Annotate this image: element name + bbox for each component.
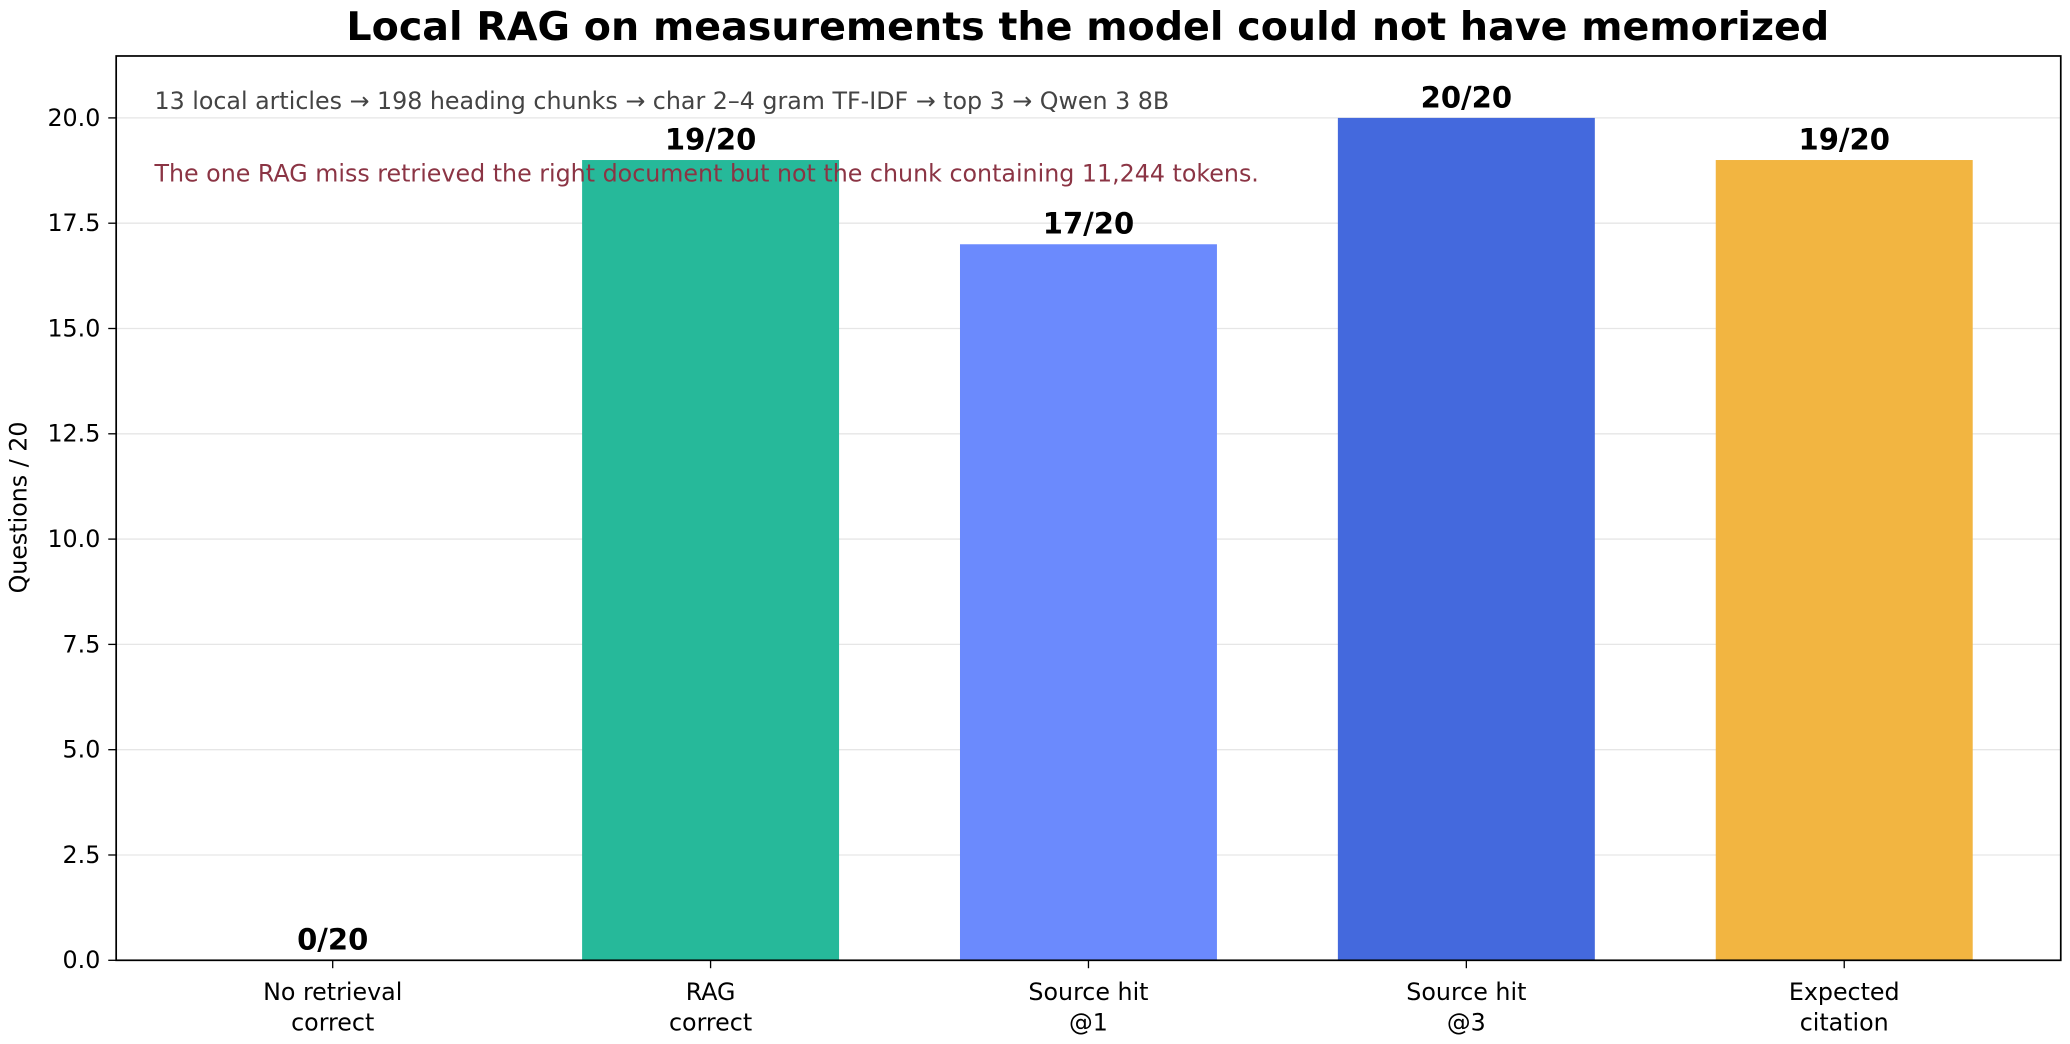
value-label: 19/20	[665, 122, 756, 156]
y-tick-label: 7.5	[63, 630, 101, 658]
x-tick-label: Source hit	[1028, 978, 1148, 1006]
value-label: 19/20	[1799, 122, 1890, 156]
y-tick-label: 10.0	[47, 525, 100, 553]
bar	[1715, 160, 1973, 961]
value-label: 20/20	[1421, 80, 1512, 114]
x-tick-label: @1	[1069, 1008, 1108, 1036]
plot-frame	[115, 55, 2062, 962]
annotation: 13 local articles → 198 heading chunks →…	[154, 87, 1169, 115]
value-label: 17/20	[1043, 207, 1134, 241]
value-label: 0/20	[297, 923, 368, 957]
x-tick-label: No retrieval	[263, 978, 402, 1006]
bar	[582, 160, 840, 961]
x-tick-label: RAG	[686, 978, 736, 1006]
y-tick-label: 15.0	[47, 314, 100, 342]
y-tick-label: 17.5	[47, 209, 100, 237]
x-tick-label: Expected	[1789, 978, 1900, 1006]
x-tick-label: correct	[291, 1008, 374, 1036]
y-tick-label: 2.5	[63, 841, 101, 869]
y-tick-label: 5.0	[63, 736, 101, 764]
bar	[1337, 117, 1595, 961]
x-tick-label: Source hit	[1406, 978, 1526, 1006]
y-tick-label: 0.0	[63, 946, 101, 974]
chart-title: Local RAG on measurements the model coul…	[346, 4, 1829, 50]
y-tick-label: 12.5	[47, 420, 100, 448]
y-tick-label: 20.0	[47, 104, 100, 132]
x-tick-label: correct	[669, 1008, 752, 1036]
x-tick-label: citation	[1800, 1008, 1889, 1036]
x-tick-label: @3	[1447, 1008, 1486, 1036]
y-axis-label: Questions / 20	[4, 422, 32, 594]
bar	[959, 244, 1217, 961]
annotation: The one RAG miss retrieved the right doc…	[153, 159, 1258, 187]
